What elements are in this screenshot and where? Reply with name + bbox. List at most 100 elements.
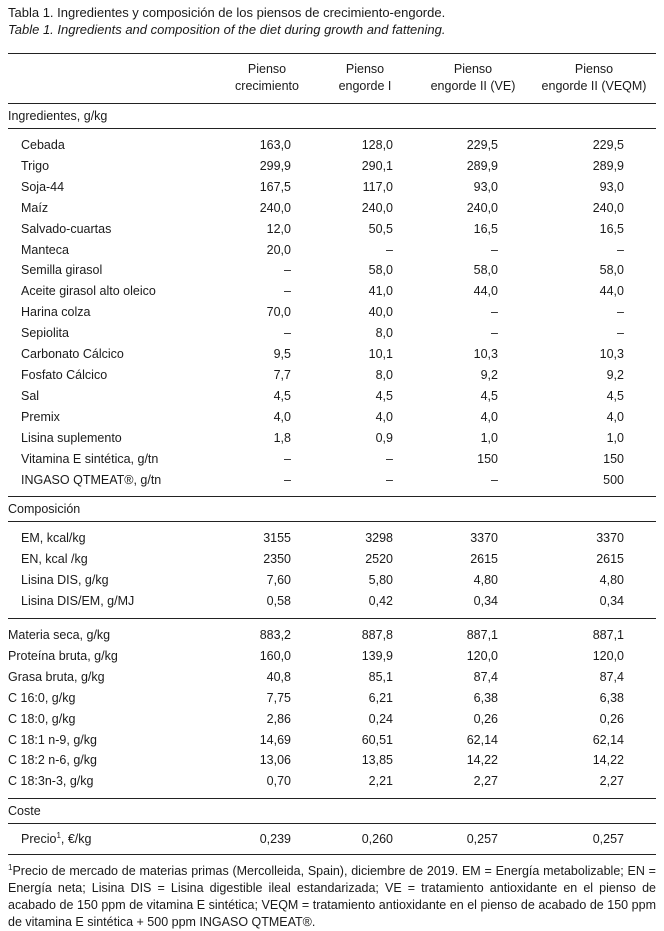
cell-value: 50,5 [368, 221, 393, 236]
cell-value: 41,0 [368, 284, 393, 299]
row-label: C 18:3n-3, g/kg [8, 774, 94, 789]
row-label: Lisina DIS, g/kg [21, 573, 109, 588]
cell-value: 120,0 [592, 648, 624, 663]
cell-value: 2,21 [368, 774, 393, 789]
cell-value: 8,0 [375, 326, 393, 341]
analysis-rows: Materia seca, g/kg 883,2 887,8 887,1 887,1 Pr… [8, 625, 656, 792]
cell-value: – [491, 326, 498, 341]
cell-value: 4,5 [273, 388, 291, 403]
cell-value: 0,257 [532, 823, 656, 856]
cell-value: 4,80 [599, 573, 624, 588]
row-label: Sal [21, 388, 40, 403]
cell-value: 128,0 [361, 138, 393, 152]
row-label: Trigo [21, 158, 50, 173]
cell-value: 93,0 [599, 179, 624, 194]
cell-value: 6,21 [368, 690, 393, 705]
table-body: Ingredientes, g/kg [8, 103, 656, 136]
cell-value: 4,0 [480, 409, 498, 424]
table-row: Harina colza 70,0 40,0 – – [8, 302, 656, 323]
cell-value: 3370 [596, 531, 624, 546]
cell-value: 4,0 [273, 409, 291, 424]
table-row: Cebada 163,0 128,0 229,5 229,5 [8, 135, 656, 156]
cell-value: 150 [477, 451, 498, 466]
row-label: Aceite girasol alto oleico [21, 284, 156, 299]
cell-value: 120,0 [466, 648, 498, 663]
cell-value: 16,5 [473, 221, 498, 236]
header-pienso-engorde-i: Pienso engorde I [316, 53, 414, 104]
ingredients-rows: Cebada 163,0 128,0 229,5 229,5 Trigo 299,9 290,… [8, 135, 656, 490]
cell-value: 2615 [596, 552, 624, 567]
cell-value: – [491, 305, 498, 320]
cell-value: 10,3 [473, 347, 498, 362]
row-label: Fosfato Cálcico [21, 367, 108, 382]
cell-value: 0,9 [375, 430, 393, 445]
cell-value: 85,1 [368, 669, 393, 684]
cell-value: 14,69 [259, 732, 291, 747]
table-row-precio: Precio1, €/kg 0,239 0,260 0,257 0,257 [8, 823, 656, 856]
cell-value: – [284, 472, 291, 487]
cell-value: – [617, 305, 624, 320]
cell-value: 240,0 [259, 200, 291, 215]
cell-value: 887,1 [592, 628, 624, 643]
cell-value: 0,260 [316, 823, 414, 856]
cell-value: – [386, 472, 393, 487]
row-label: Maíz [21, 200, 49, 215]
cell-value: 4,5 [480, 388, 498, 403]
cell-value: 10,3 [599, 347, 624, 362]
header-row: Pienso crecimiento Pienso engorde I Pienso… [8, 53, 656, 104]
row-label: Semilla girasol [21, 263, 103, 278]
caption-english: Table 1. Ingredients and composition of … [8, 22, 446, 37]
cell-value: 0,239 [218, 823, 316, 856]
cell-value: 289,9 [592, 158, 624, 173]
cell-value: 6,38 [473, 690, 498, 705]
cell-value: 167,5 [259, 179, 291, 194]
header-pienso-engorde-ii-veqm: Pienso engorde II (VEQM) [532, 53, 656, 104]
cell-value: 9,5 [273, 347, 291, 362]
table-row: Aceite girasol alto oleico – 41,0 44,0 44,0 [8, 281, 656, 302]
table-row: Sepiolita – 8,0 – – [8, 323, 656, 344]
cell-value: 3155 [263, 531, 291, 546]
cell-value: 229,5 [592, 138, 624, 152]
table-row: Salvado-cuartas 12,0 50,5 16,5 16,5 [8, 219, 656, 240]
cell-value: 93,0 [473, 179, 498, 194]
cell-value: 58,0 [599, 263, 624, 278]
cell-value: 4,5 [606, 388, 624, 403]
cell-value: – [386, 242, 393, 257]
cell-value: 887,1 [466, 628, 498, 643]
row-label: Manteca [21, 242, 69, 257]
row-label: C 18:1 n-9, g/kg [8, 732, 97, 747]
cell-value: 9,2 [480, 367, 498, 382]
cell-value: 0,26 [473, 711, 498, 726]
cell-value: 0,42 [368, 594, 393, 609]
row-label: EN, kcal /kg [21, 552, 88, 567]
cell-value: 3298 [365, 531, 393, 546]
row-label: Cebada [21, 138, 65, 152]
row-label: Harina colza [21, 305, 91, 320]
cell-value: 229,5 [466, 138, 498, 152]
cell-value: 2350 [263, 552, 291, 567]
table-row: Maíz 240,0 240,0 240,0 240,0 [8, 198, 656, 219]
table-row: Sal 4,5 4,5 4,5 4,5 [8, 386, 656, 407]
cell-value: 0,24 [368, 711, 393, 726]
cell-value: 139,9 [361, 648, 393, 663]
table-row: C 18:0, g/kg 2,86 0,24 0,26 0,26 [8, 709, 656, 730]
cell-value: 160,0 [259, 648, 291, 663]
cell-value: – [491, 242, 498, 257]
cell-value: 240,0 [466, 200, 498, 215]
cell-value: 883,2 [259, 628, 291, 643]
cell-value: – [386, 451, 393, 466]
row-label: Salvado-cuartas [21, 221, 112, 236]
cell-value: 44,0 [599, 284, 624, 299]
table-row: Manteca 20,0 – – – [8, 240, 656, 261]
row-label: C 18:0, g/kg [8, 711, 76, 726]
row-label: Premix [21, 409, 60, 424]
cell-value: 87,4 [599, 669, 624, 684]
table-row: C 16:0, g/kg 7,75 6,21 6,38 6,38 [8, 688, 656, 709]
table-row: Soja-44 167,5 117,0 93,0 93,0 [8, 177, 656, 198]
footnote-text: Precio de mercado de materias primas (Me… [8, 864, 656, 930]
cell-value: 0,26 [599, 711, 624, 726]
cell-value: – [284, 263, 291, 278]
row-label: Lisina DIS/EM, g/MJ [21, 594, 135, 609]
section-composicion: Composición [8, 496, 656, 523]
